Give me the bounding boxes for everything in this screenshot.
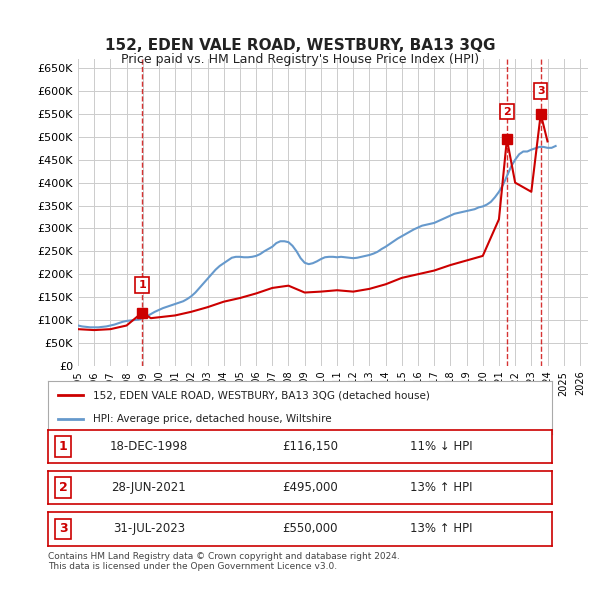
Text: 2: 2 [503,107,511,117]
Text: 152, EDEN VALE ROAD, WESTBURY, BA13 3QG (detached house): 152, EDEN VALE ROAD, WESTBURY, BA13 3QG … [94,391,430,401]
Text: 3: 3 [537,86,545,96]
Text: 13% ↑ HPI: 13% ↑ HPI [410,481,472,494]
Text: 31-JUL-2023: 31-JUL-2023 [113,522,185,536]
Text: 3: 3 [59,522,67,536]
Text: £495,000: £495,000 [282,481,338,494]
Text: 1: 1 [138,280,146,290]
Text: 2: 2 [59,481,67,494]
Text: £550,000: £550,000 [283,522,338,536]
Text: 28-JUN-2021: 28-JUN-2021 [112,481,186,494]
Text: HPI: Average price, detached house, Wiltshire: HPI: Average price, detached house, Wilt… [94,414,332,424]
Text: Price paid vs. HM Land Registry's House Price Index (HPI): Price paid vs. HM Land Registry's House … [121,53,479,66]
Text: 152, EDEN VALE ROAD, WESTBURY, BA13 3QG: 152, EDEN VALE ROAD, WESTBURY, BA13 3QG [105,38,495,53]
Text: 18-DEC-1998: 18-DEC-1998 [110,440,188,453]
Text: Contains HM Land Registry data © Crown copyright and database right 2024.
This d: Contains HM Land Registry data © Crown c… [48,552,400,571]
Text: £116,150: £116,150 [282,440,338,453]
Text: 1: 1 [59,440,67,453]
Text: 13% ↑ HPI: 13% ↑ HPI [410,522,472,536]
Text: 11% ↓ HPI: 11% ↓ HPI [410,440,472,453]
